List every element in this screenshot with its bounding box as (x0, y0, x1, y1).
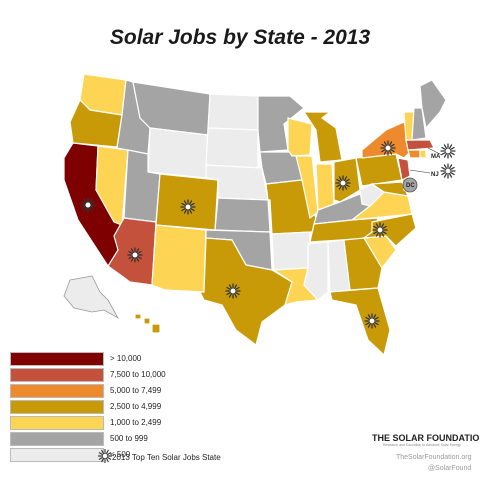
state-indiana (315, 163, 335, 211)
state-kansas (214, 197, 271, 233)
ma-label: MA (431, 154, 441, 160)
legend-item-5000: 5,000 to 7,499 (10, 384, 210, 398)
state-florida (329, 287, 391, 357)
state-michigan (302, 111, 343, 163)
dc-marker (402, 177, 418, 193)
legend-swatch (10, 400, 104, 414)
legend-label: 1,000 to 2,499 (110, 418, 162, 427)
sun-icon (440, 163, 456, 179)
sun-icon (380, 140, 396, 156)
state-new-mexico (151, 224, 207, 293)
state-wisconsin (287, 117, 313, 157)
legend-swatch (10, 384, 104, 398)
legend-swatch (10, 368, 104, 382)
state-north-carolina (361, 213, 417, 247)
nj-label: NJ (431, 172, 439, 178)
sun-icon (225, 283, 241, 299)
state-rhode-island (419, 149, 427, 159)
sun-icon (98, 449, 112, 463)
state-wyoming (147, 127, 209, 179)
state-alaska (63, 275, 120, 320)
legend-item-gt10000: > 10,000 (10, 352, 210, 366)
sun-icon (180, 199, 196, 215)
state-new-hampshire (411, 107, 427, 141)
legend-swatch (10, 416, 104, 430)
state-pennsylvania (355, 153, 403, 187)
state-colorado (155, 173, 219, 231)
state-georgia (343, 237, 383, 291)
legend-swatch (10, 352, 104, 366)
legend-swatch (10, 432, 104, 446)
sun-icon (80, 197, 96, 213)
nj-pointer (409, 169, 431, 174)
legend-item-2500: 2,500 to 4,999 (10, 400, 210, 414)
sun-icon (372, 222, 388, 238)
state-south-dakota (205, 127, 259, 169)
top-ten-markers (80, 140, 456, 329)
sun-icon (335, 175, 351, 191)
legend-label: < 500 (110, 450, 131, 459)
twitter-handle[interactable]: @SolarFound (428, 465, 472, 472)
state-connecticut (407, 149, 421, 159)
brand-name: THE SOLAR FOUNDATION (372, 433, 480, 443)
sun-icon (440, 143, 456, 159)
state-arkansas (271, 231, 311, 271)
sun-icon (127, 247, 143, 263)
legend-label: 500 to 999 (110, 434, 148, 443)
state-texas (199, 237, 293, 347)
legend-swatch (10, 448, 104, 462)
state-new-york (361, 121, 413, 159)
legend-label: 7,500 to 10,000 (110, 370, 166, 379)
legend-item-1000: 1,000 to 2,499 (10, 416, 210, 430)
legend-item-7500: 7,500 to 10,000 (10, 368, 210, 382)
map-title: Solar Jobs by State - 2013 (109, 26, 371, 49)
state-massachusetts (405, 139, 435, 151)
state-hawaii (134, 313, 161, 334)
sun-icon (364, 313, 380, 329)
sun-icon (98, 449, 112, 463)
legend-label: 5,000 to 7,499 (110, 386, 162, 395)
state-new-jersey (397, 157, 411, 181)
legend-item-500: 500 to 999 (10, 432, 210, 446)
legend-label: 2,500 to 4,999 (110, 402, 162, 411)
state-maryland (370, 181, 409, 197)
ma-pointer (427, 147, 443, 156)
state-illinois (295, 155, 319, 220)
state-north-dakota (207, 93, 259, 131)
brand-tagline: Research and Education to Advance Solar … (383, 443, 461, 447)
website-link[interactable]: TheSolarFoundation.org (396, 454, 472, 461)
legend-label: > 10,000 (110, 354, 142, 363)
dc-label: DC (406, 183, 415, 189)
top-ten-legend-label: 2013 Top Ten Solar Jobs State (112, 453, 221, 462)
state-minnesota (257, 95, 305, 153)
state-maine (419, 79, 447, 130)
